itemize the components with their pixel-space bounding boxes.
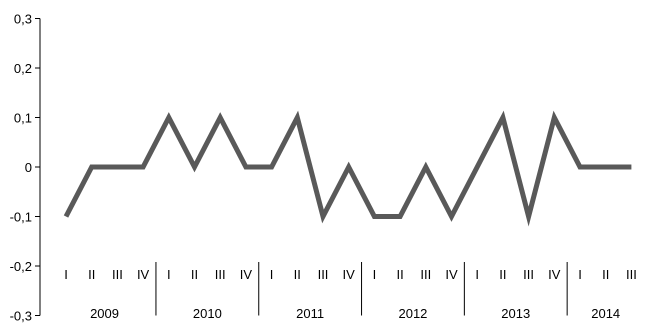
quarter-label: III (215, 267, 226, 282)
quarter-label: III (523, 267, 534, 282)
y-tick-label: -0,1 (10, 210, 32, 225)
y-tick-label: -0,3 (10, 309, 32, 323)
series-line (63, 110, 632, 227)
quarter-label: I (373, 267, 377, 282)
quarter-label: III (318, 267, 329, 282)
year-label: 2012 (398, 306, 427, 321)
year-label: 2011 (296, 306, 324, 321)
quarter-label: I (167, 267, 171, 282)
year-label: 2013 (501, 306, 530, 321)
quarter-label: IV (137, 267, 150, 282)
year-label: 2009 (90, 306, 119, 321)
quarter-label: II (396, 267, 403, 282)
y-axis: 0,3 0,2 0,1 0 -0,1 -0,2 -0,3 (10, 12, 41, 323)
quarter-label: III (420, 267, 431, 282)
quarter-label: IV (548, 267, 561, 282)
quarter-label: III (626, 267, 637, 282)
quarter-label: III (112, 267, 123, 282)
quarter-label: II (602, 267, 609, 282)
quarter-label: I (64, 267, 68, 282)
y-tick-label: -0,2 (10, 259, 32, 274)
y-tick-label: 0,3 (14, 12, 32, 27)
y-tick-label: 0 (25, 160, 32, 175)
quarter-label: II (191, 267, 198, 282)
quarter-label: I (270, 267, 274, 282)
year-label: 2010 (193, 306, 222, 321)
quarter-label: IV (343, 267, 356, 282)
quarter-label: IV (240, 267, 253, 282)
quarter-label: I (578, 267, 582, 282)
y-tick-label: 0,1 (14, 111, 32, 126)
year-label: 2014 (591, 306, 620, 321)
y-tick-label: 0,2 (14, 61, 32, 76)
quarter-label: IV (445, 267, 458, 282)
quarter-label: II (88, 267, 95, 282)
quarter-label: I (475, 267, 479, 282)
quarter-label: II (499, 267, 506, 282)
quarter-label: II (294, 267, 301, 282)
